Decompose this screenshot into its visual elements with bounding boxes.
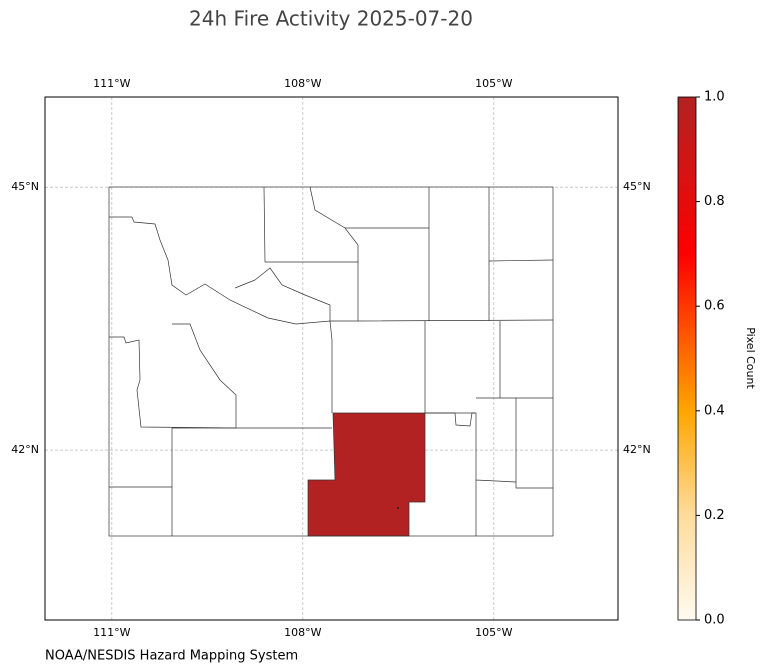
colorbar-tick-label: 0.2: [704, 508, 725, 523]
colorbar-label: Pixel Count: [744, 327, 757, 389]
fire-pixel: [397, 507, 399, 509]
x-tick-label: 108°W: [284, 77, 321, 90]
county-boundaries: [108, 186, 554, 537]
y-tick-label: 45°N: [11, 180, 39, 193]
x-tick-label: 105°W: [475, 77, 512, 90]
colorbar-tick-label: 0.6: [704, 299, 725, 314]
colorbar: [677, 96, 697, 621]
x-tick-label: 105°W: [475, 626, 512, 639]
map-frame: [44, 96, 619, 621]
colorbar-tick-label: 0.8: [704, 194, 725, 209]
y-tick-label: 45°N: [623, 180, 651, 193]
x-tick-label: 108°W: [284, 626, 321, 639]
title: 24h Fire Activity 2025-07-20: [189, 7, 473, 31]
x-tick-label: 111°W: [93, 77, 130, 90]
credit: NOAA/NESDIS Hazard Mapping System: [45, 649, 298, 664]
colorbar-tick-label: 1.0: [704, 90, 725, 105]
y-tick-label: 42°N: [11, 443, 39, 456]
y-tick-label: 42°N: [623, 443, 651, 456]
colorbar-tick-label: 0.4: [704, 403, 725, 418]
fire-county: [307, 412, 426, 537]
colorbar-tick-label: 0.0: [704, 613, 725, 628]
x-tick-label: 111°W: [93, 626, 130, 639]
